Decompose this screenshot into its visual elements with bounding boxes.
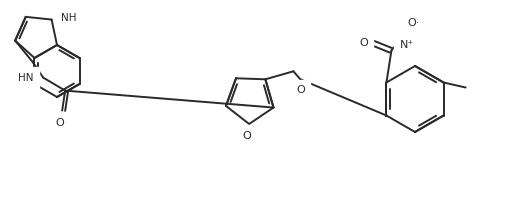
Text: HN: HN [18, 73, 33, 83]
Text: NH: NH [60, 13, 76, 22]
Text: O: O [243, 131, 251, 141]
Text: N⁺: N⁺ [400, 41, 414, 51]
Text: O·: O· [407, 19, 419, 28]
Text: O: O [359, 37, 368, 48]
Text: O: O [296, 85, 305, 95]
Text: O: O [56, 118, 65, 128]
